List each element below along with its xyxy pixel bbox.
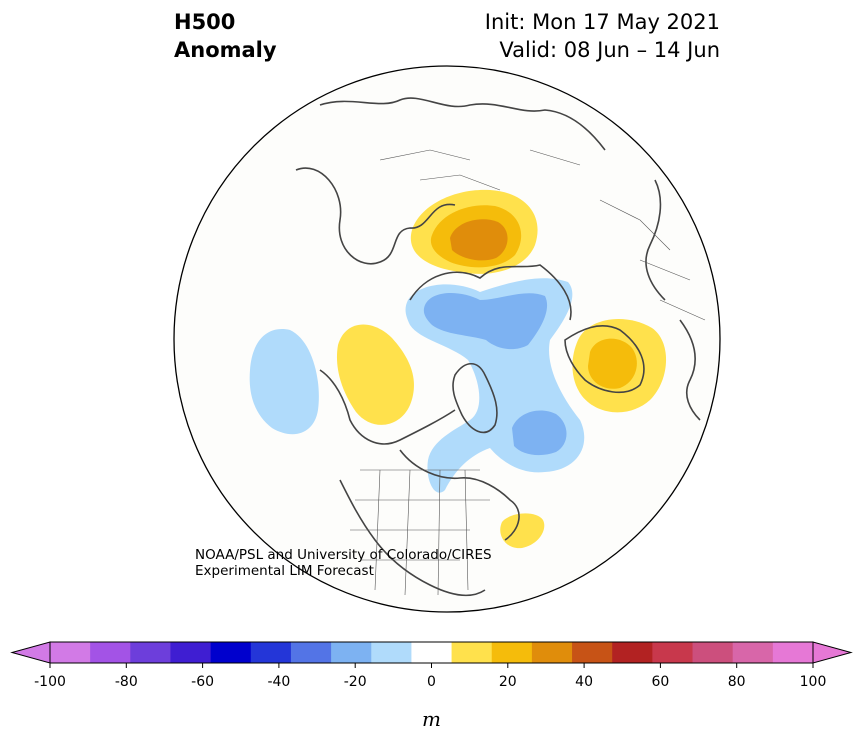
colorbar-tick-label: -60 bbox=[191, 674, 215, 690]
credit-text: NOAA/PSL and University of Colorado/CIRE… bbox=[195, 547, 492, 579]
colorbar-tick-label: 40 bbox=[575, 674, 594, 690]
colorbar-swatch bbox=[772, 642, 814, 663]
colorbar-tick-label: -40 bbox=[267, 674, 291, 690]
colorbar-tick-label: 80 bbox=[727, 674, 746, 690]
credit-line1: NOAA/PSL and University of Colorado/CIRE… bbox=[195, 547, 492, 563]
anomaly-contours bbox=[249, 97, 706, 597]
colorbar-tick-label: 20 bbox=[498, 674, 517, 690]
colorbar-swatch bbox=[652, 642, 694, 663]
colorbar-tick-label: -20 bbox=[343, 674, 367, 690]
forecast-dates: Init: Mon 17 May 2021 Valid: 08 Jun – 14… bbox=[485, 8, 720, 64]
colorbar-swatch bbox=[210, 642, 252, 663]
colorbar-tick-label: 100 bbox=[799, 674, 827, 690]
map-boundary bbox=[173, 65, 721, 613]
colorbar-swatch bbox=[572, 642, 613, 663]
colorbar-swatch bbox=[331, 642, 372, 663]
colorbar-swatch bbox=[411, 642, 453, 663]
colorbar-swatch bbox=[371, 642, 412, 663]
negative-anomaly-atlantic-core bbox=[512, 410, 567, 456]
positive-anomaly-siberia-max bbox=[450, 219, 508, 261]
positive-anomaly-canada bbox=[336, 324, 414, 425]
negative-anomaly-pacific bbox=[249, 329, 319, 435]
coastlines bbox=[295, 97, 701, 597]
colorbar-swatch bbox=[692, 642, 734, 663]
title-anomaly: Anomaly bbox=[174, 38, 277, 62]
colorbar-unit-label: m bbox=[422, 707, 441, 731]
polar-map bbox=[173, 65, 721, 613]
map-title: H500 Anomaly bbox=[174, 8, 277, 64]
init-date: Init: Mon 17 May 2021 bbox=[484, 10, 720, 34]
colorbar-swatch bbox=[130, 642, 171, 663]
colorbar-swatch bbox=[90, 642, 131, 663]
colorbar-swatch bbox=[491, 642, 533, 663]
colorbar-swatch bbox=[170, 642, 212, 663]
colorbar-swatch bbox=[732, 642, 774, 663]
colorbar-tick-label: 60 bbox=[651, 674, 670, 690]
colorbar bbox=[10, 641, 853, 668]
valid-range: Valid: 08 Jun – 14 Jun bbox=[499, 38, 720, 62]
colorbar-tick-label: 0 bbox=[427, 674, 436, 690]
colorbar-under-extension bbox=[10, 641, 51, 664]
positive-anomaly-europe-core bbox=[588, 338, 637, 389]
colorbar-swatch bbox=[250, 642, 292, 663]
political-boundaries bbox=[350, 149, 706, 596]
colorbar-swatch bbox=[290, 642, 332, 663]
positive-anomaly-atlantic bbox=[500, 513, 545, 549]
colorbar-swatch bbox=[531, 642, 573, 663]
colorbar-swatch bbox=[612, 642, 653, 663]
colorbar-swatch bbox=[451, 642, 493, 663]
colorbar-tick-label: -80 bbox=[114, 674, 138, 690]
colorbar-swatch bbox=[50, 642, 91, 663]
colorbar-tick-label: -100 bbox=[34, 674, 66, 690]
negative-anomaly-arctic-core bbox=[423, 293, 548, 350]
title-variable: H500 bbox=[174, 10, 236, 34]
credit-line2: Experimental LIM Forecast bbox=[195, 563, 374, 579]
colorbar-over-extension bbox=[812, 641, 853, 664]
